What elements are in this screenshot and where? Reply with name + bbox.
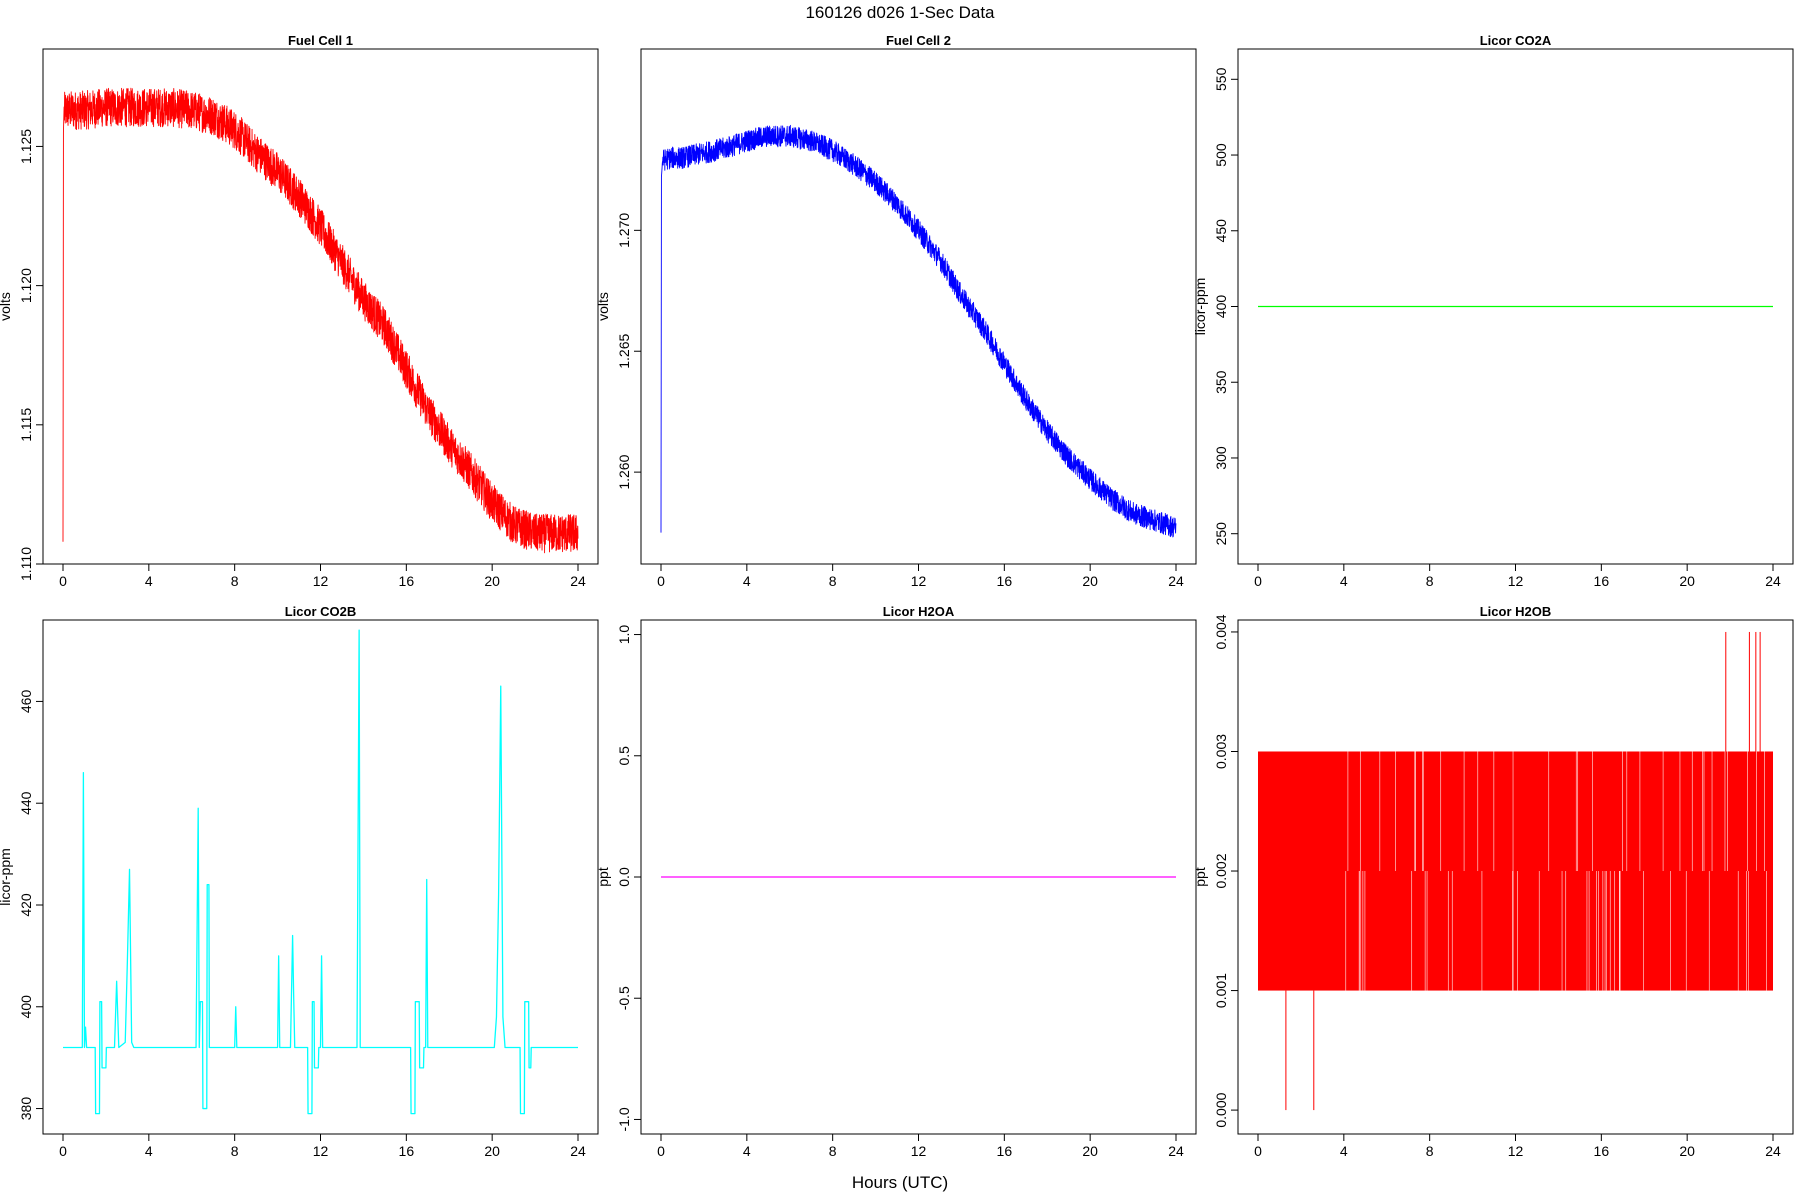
licor-h2oa-x-tick-label: 24 [1168,1143,1184,1159]
fuel-cell-2-x-tick-label: 4 [743,573,751,589]
fuel-cell-1-y-tick-label: 1.110 [18,547,34,581]
licor-h2oa-y-axis-label: ppt [595,867,611,887]
licor-co2a-x-tick-label: 0 [1254,573,1262,589]
licor-co2b-y-tick-label: 440 [18,791,34,815]
licor-co2b-y-tick-label: 420 [18,893,34,917]
licor-co2b-y-tick-label: 460 [18,690,34,714]
licor-co2a-x-tick-label: 20 [1679,573,1695,589]
licor-h2ob-y-tick-label: 0.003 [1213,734,1229,769]
licor-co2a-y-tick-label: 400 [1213,295,1229,319]
fuel-cell-1-series-line [62,87,579,554]
licor-co2a-y-tick-label: 550 [1213,67,1229,91]
licor-co2b-y-axis-label: licor-ppm [0,848,13,906]
licor-co2b-x-tick-label: 4 [145,1143,153,1159]
panel-licor-co2b: Licor CO2B 0 4 8 12 16 20 24 380 400 420 440 460 lico… [0,604,599,1159]
licor-co2b-x-tick-label: 16 [399,1143,415,1159]
licor-h2ob-y-tick-label: 0.001 [1213,973,1229,1008]
fuel-cell-1-x-tick-label: 16 [399,573,415,589]
licor-co2b-y-tick-label: 400 [18,995,34,1019]
licor-co2b-title: Licor CO2B [285,604,357,619]
fuel-cell-2-y-tick-label: 1.260 [616,454,632,489]
fuel-cell-2-title: Fuel Cell 2 [886,33,951,48]
licor-co2a-y-tick-label: 350 [1213,370,1229,394]
fuel-cell-2-x-tick-label: 0 [657,573,665,589]
licor-co2a-x-tick-label: 12 [1508,573,1524,589]
licor-h2ob-y-tick-label: 0.002 [1213,853,1229,888]
licor-co2a-y-axis-label: licor-ppm [1192,278,1208,336]
fuel-cell-1-y-tick-label: 1.115 [18,408,34,442]
licor-h2oa-y-tick-label: 0.0 [616,867,632,887]
licor-h2oa-x-tick-label: 12 [911,1143,927,1159]
licor-co2b-x-tick-label: 0 [59,1143,67,1159]
licor-h2ob-y-tick-label: 0.000 [1213,1092,1229,1127]
licor-h2ob-x-tick-label: 4 [1340,1143,1348,1159]
licor-h2oa-title: Licor H2OA [883,604,955,619]
licor-co2a-x-tick-label: 16 [1594,573,1610,589]
licor-h2oa-x-tick-label: 0 [657,1143,665,1159]
fuel-cell-2-series-line [660,124,1177,538]
licor-h2oa-y-tick-label: 1.0 [616,625,632,645]
licor-co2b-x-tick-label: 20 [484,1143,500,1159]
fuel-cell-1-x-tick-label: 4 [145,573,153,589]
licor-h2ob-x-tick-label: 8 [1426,1143,1434,1159]
fuel-cell-2-x-tick-label: 12 [911,573,927,589]
panel-fuel-cell-2: Fuel Cell 2 0 4 8 12 16 20 24 1.260 1.265 1.270 vol… [595,33,1197,589]
licor-co2a-y-tick-label: 300 [1213,446,1229,470]
licor-h2ob-data-band [1258,751,1773,991]
licor-h2ob-x-tick-label: 12 [1508,1143,1524,1159]
licor-h2ob-x-tick-label: 20 [1679,1143,1695,1159]
fuel-cell-2-x-tick-label: 16 [997,573,1013,589]
fuel-cell-1-y-tick-label: 1.120 [18,268,34,303]
licor-co2b-x-tick-label: 24 [570,1143,586,1159]
licor-co2a-x-tick-label: 4 [1340,573,1348,589]
fuel-cell-2-x-tick-label: 24 [1168,573,1184,589]
licor-co2b-x-tick-label: 8 [231,1143,239,1159]
licor-co2b-series-line [63,629,578,1115]
licor-co2a-x-tick-label: 24 [1765,573,1781,589]
panel-licor-co2a: Licor CO2A 0 4 8 12 16 20 24 250 300 350 400 450 500 5… [1192,33,1794,589]
licor-co2b-x-tick-label: 12 [313,1143,329,1159]
fuel-cell-2-y-tick-label: 1.265 [616,334,632,369]
fuel-cell-2-x-tick-label: 20 [1082,573,1098,589]
licor-h2ob-y-tick-label: 0.004 [1213,614,1229,649]
licor-h2oa-x-tick-label: 8 [829,1143,837,1159]
fuel-cell-1-y-axis-label: volts [0,292,13,321]
licor-co2a-y-tick-label: 250 [1213,522,1229,546]
licor-co2a-y-tick-label: 500 [1213,143,1229,167]
fuel-cell-1-y-tick-label: 1.125 [18,129,34,164]
fuel-cell-1-x-tick-label: 24 [570,573,586,589]
fuel-cell-2-y-tick-label: 1.270 [616,213,632,248]
licor-co2a-y-tick-label: 450 [1213,219,1229,243]
licor-h2oa-x-tick-label: 4 [743,1143,751,1159]
x-axis-label: Hours (UTC) [852,1173,948,1192]
licor-co2a-x-tick-label: 8 [1426,573,1434,589]
licor-co2b-plot-frame [42,619,599,1135]
licor-co2b-y-tick-label: 380 [18,1097,34,1121]
fuel-cell-1-x-tick-label: 20 [484,573,500,589]
figure-title: 160126 d026 1-Sec Data [805,3,995,22]
fuel-cell-1-x-tick-label: 0 [59,573,67,589]
fuel-cell-2-x-tick-label: 8 [829,573,837,589]
panel-licor-h2ob: Licor H2OB 0 4 8 12 16 20 24 0.000 0.001 0.002 0.00… [1192,604,1794,1159]
panel-licor-h2oa: Licor H2OA 0 4 8 12 16 20 24 -1.0 -0.5 0.0 0.5 1.0 pp… [595,604,1197,1159]
fuel-cell-2-y-axis-label: volts [595,292,611,321]
licor-h2ob-y-axis-label: ppt [1192,867,1208,887]
licor-h2oa-y-tick-label: 0.5 [616,746,632,766]
fuel-cell-1-x-tick-label: 8 [231,573,239,589]
licor-co2a-title: Licor CO2A [1480,33,1552,48]
licor-h2oa-x-tick-label: 16 [997,1143,1013,1159]
licor-h2oa-y-tick-label: -0.5 [616,986,632,1010]
fuel-cell-1-x-tick-label: 12 [313,573,329,589]
fuel-cell-2-plot-frame [640,48,1197,565]
licor-h2oa-x-tick-label: 20 [1082,1143,1098,1159]
panel-fuel-cell-1: Fuel Cell 1 0 4 8 12 16 20 24 1.110 1.115 1.120 1.1… [0,33,599,589]
licor-h2oa-y-tick-label: -1.0 [616,1107,632,1131]
licor-h2ob-x-tick-label: 0 [1254,1143,1262,1159]
licor-h2ob-x-tick-label: 24 [1765,1143,1781,1159]
licor-h2ob-title: Licor H2OB [1480,604,1552,619]
licor-h2ob-x-tick-label: 16 [1594,1143,1610,1159]
fuel-cell-1-title: Fuel Cell 1 [288,33,353,48]
